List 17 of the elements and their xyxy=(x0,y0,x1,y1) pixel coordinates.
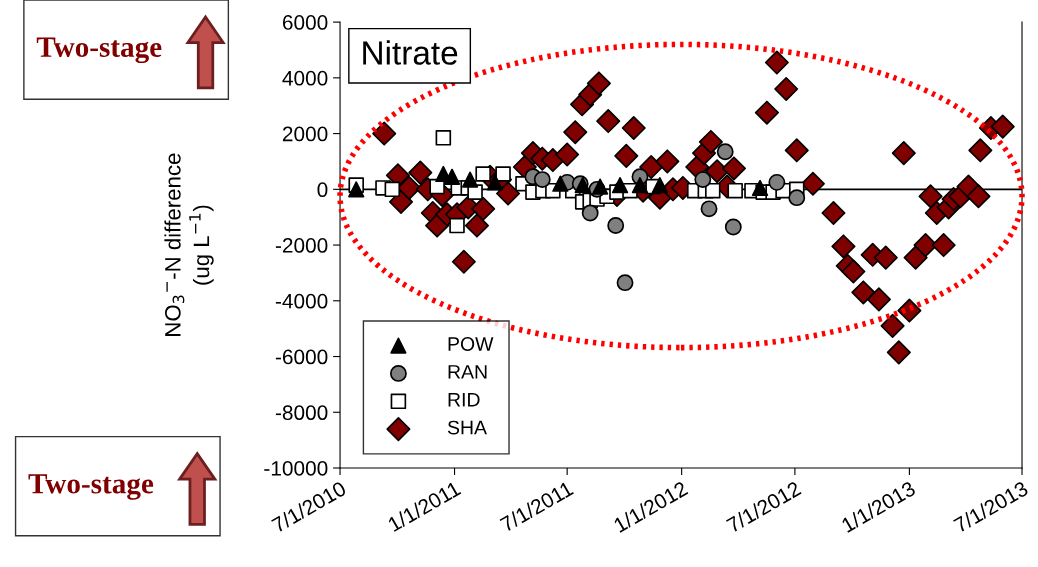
y-tick-label: 6000 xyxy=(282,15,328,30)
legend-label: RAN xyxy=(448,365,487,379)
y-tick-label: 2000 xyxy=(282,126,328,142)
y-tick-label: 0 xyxy=(317,182,328,198)
text: Two-stage xyxy=(28,474,154,500)
legend-label: SHA xyxy=(447,420,487,435)
y-tick-label: -4000 xyxy=(275,293,328,309)
y-tick-label: -2000 xyxy=(275,238,328,253)
y-tick-label: -10000 xyxy=(264,461,328,476)
y-axis-title: NO$_{3}$$^{−}$-N difference (ug L$^{−1}$) xyxy=(164,153,214,336)
legend-label: RID xyxy=(448,393,480,407)
annotation: Nitrate xyxy=(363,40,458,65)
text: Two-stage xyxy=(36,37,162,64)
y-tick-label: -6000 xyxy=(275,349,328,365)
y-tick-label: 4000 xyxy=(282,70,328,86)
legend-label: POW xyxy=(448,337,494,351)
y-tick-label: -8000 xyxy=(275,405,328,421)
